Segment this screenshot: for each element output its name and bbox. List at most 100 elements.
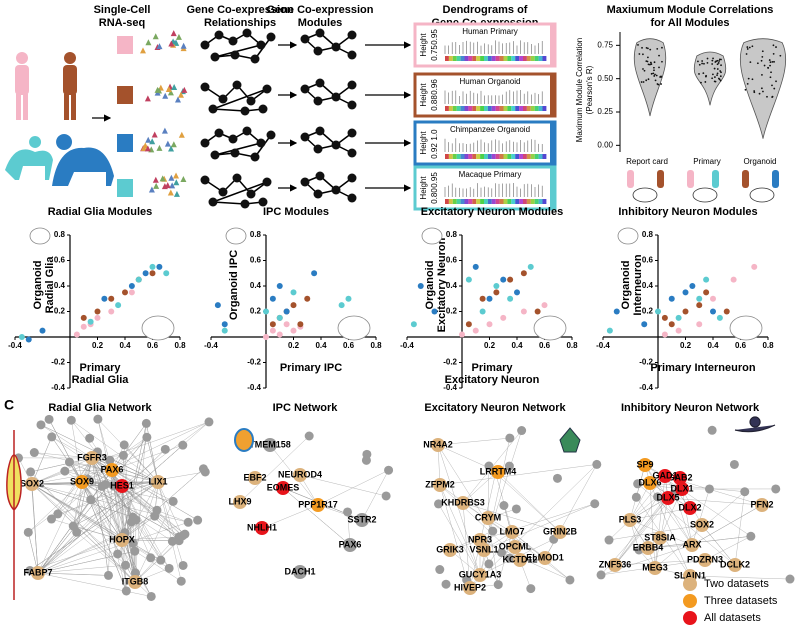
network-node <box>168 496 178 506</box>
gene-label: TMEM158 <box>249 439 291 449</box>
module-color <box>523 199 527 204</box>
cell-glyph <box>164 182 171 189</box>
module-color <box>499 56 504 61</box>
network-edge <box>449 530 493 551</box>
scatter-point <box>493 289 500 296</box>
module-color <box>538 199 543 204</box>
network-edge <box>91 457 161 561</box>
node <box>331 92 341 102</box>
violin-dot <box>746 48 749 50</box>
network-edge <box>437 437 510 446</box>
dataset-swatch <box>117 86 133 104</box>
violin-dot <box>758 92 761 95</box>
node <box>200 138 210 148</box>
y-tick-label: -0.2 <box>443 358 457 367</box>
network-node <box>146 591 156 601</box>
gene-node <box>431 438 445 452</box>
x-tick-label: 0.2 <box>288 341 300 350</box>
edge <box>212 181 268 203</box>
network-edge <box>111 469 198 521</box>
gene-label: SP9 <box>636 459 653 469</box>
node <box>315 78 325 88</box>
violin-dot <box>704 81 707 83</box>
violin-dot <box>746 46 749 48</box>
violin-dot <box>716 74 718 77</box>
network-edge <box>614 559 706 566</box>
silhouette <box>52 134 114 186</box>
gene-node <box>648 561 662 575</box>
scatter-point <box>87 318 94 325</box>
scatter-point <box>122 289 128 296</box>
scatter-point <box>290 289 297 296</box>
cell-glyph <box>173 179 180 186</box>
network-node <box>178 440 188 450</box>
violin-dot <box>714 61 717 63</box>
panel-a-header: RNA-seq <box>99 17 145 29</box>
violin-dot <box>760 87 763 90</box>
network-edge <box>317 469 389 506</box>
network-edge <box>497 471 561 533</box>
legend-marker <box>683 594 697 608</box>
gene-label: SLAIN1 <box>674 570 706 580</box>
network-edge <box>689 575 791 580</box>
y-tick-label: 0.2 <box>446 307 458 316</box>
species-icon <box>687 170 694 188</box>
network-edge <box>81 481 180 538</box>
network-edge <box>121 423 147 541</box>
module-color <box>480 106 484 111</box>
network-edge <box>361 470 389 521</box>
violin-dot <box>717 62 720 64</box>
module-color <box>472 154 477 159</box>
height-label: Height <box>419 33 428 57</box>
gene-label: PAX6 <box>339 539 362 549</box>
scatter-point <box>163 270 170 277</box>
module-color <box>448 154 453 159</box>
module-color <box>526 106 531 111</box>
network-edge <box>51 457 93 520</box>
module-color <box>503 154 508 159</box>
x-tick-label: 0.4 <box>119 341 131 350</box>
scatter-point <box>94 308 101 315</box>
scatter-point <box>527 263 534 270</box>
network-edge <box>121 485 155 517</box>
dendrogram-strip <box>550 167 555 209</box>
cell-glyph <box>6 430 22 600</box>
network-edge <box>629 507 691 521</box>
node <box>214 30 224 40</box>
brain-icon <box>225 227 247 245</box>
dendrogram-tick: 0.88 <box>430 95 439 111</box>
edge <box>212 108 246 112</box>
network-edge <box>30 471 136 583</box>
network-node <box>113 549 123 559</box>
scatter-point <box>269 321 276 328</box>
node <box>246 189 256 199</box>
cell-glyph <box>161 127 168 134</box>
scatter-point <box>128 283 135 289</box>
network-node <box>200 467 210 477</box>
module-color <box>503 199 508 204</box>
network-edge <box>157 481 184 566</box>
network-edge <box>34 452 93 459</box>
gene-node <box>293 468 307 482</box>
network-node <box>167 536 177 546</box>
gene-label: DLX6 <box>638 477 661 487</box>
node <box>218 187 228 197</box>
cell-glyph <box>144 145 151 152</box>
module-color <box>542 154 547 159</box>
scatter-point <box>655 308 661 315</box>
network-edge <box>37 444 183 574</box>
violin-dot <box>661 46 663 49</box>
network-node <box>26 467 36 477</box>
network-node <box>193 515 203 525</box>
gene-node <box>248 471 262 485</box>
module-color <box>511 154 516 159</box>
violin-y-label: (Pearson's R) <box>585 65 594 114</box>
network-edge <box>439 484 521 561</box>
network-node <box>707 425 717 435</box>
gene-label: SOX9 <box>70 476 94 486</box>
node <box>208 197 218 207</box>
cell-glyph <box>168 40 175 47</box>
scatter-point <box>472 327 479 334</box>
module-color <box>445 199 449 204</box>
scatter-point <box>25 336 32 343</box>
